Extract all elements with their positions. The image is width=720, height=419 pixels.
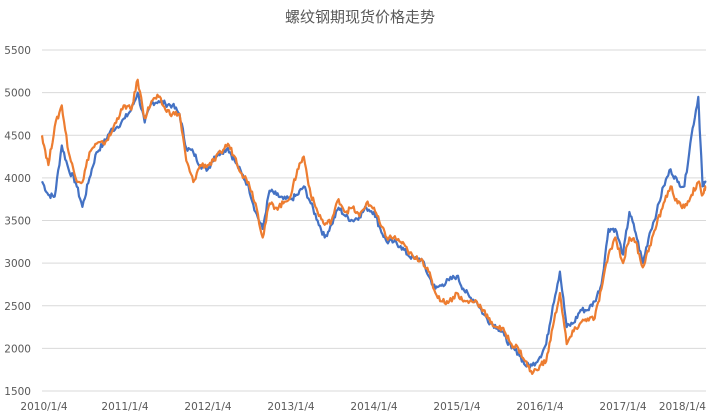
y-tick-label: 2500 bbox=[4, 301, 31, 313]
y-tick-label: 1500 bbox=[4, 386, 31, 398]
series-group bbox=[40, 78, 707, 375]
y-tick-label: 3000 bbox=[4, 258, 31, 270]
y-tick-label: 3500 bbox=[4, 216, 31, 228]
series-line-1 bbox=[41, 91, 707, 369]
y-tick-label: 4000 bbox=[4, 173, 31, 185]
y-axis: 1500 2000 2500 3000 3500 4000 4500 5000 5500 bbox=[4, 45, 31, 398]
x-tick-label: 2013/1/4 bbox=[267, 401, 314, 413]
x-tick-label: 2011/1/4 bbox=[101, 401, 148, 413]
y-tick-label: 5500 bbox=[4, 45, 31, 57]
series-line-2 bbox=[40, 78, 707, 375]
y-tick-label: 4500 bbox=[4, 130, 31, 142]
chart-title: 螺纹钢期现货价格走势 bbox=[284, 8, 435, 26]
x-tick-label: 2018/1/4 bbox=[659, 401, 706, 413]
x-tick-label: 2015/1/4 bbox=[433, 401, 480, 413]
x-tick-label: 2012/1/4 bbox=[184, 401, 231, 413]
x-tick-label: 2017/1/4 bbox=[599, 401, 646, 413]
y-tick-label: 5000 bbox=[4, 88, 31, 100]
x-tick-label: 2014/1/4 bbox=[350, 401, 397, 413]
x-tick-label: 2010/1/4 bbox=[20, 401, 67, 413]
x-tick-label: 2016/1/4 bbox=[516, 401, 563, 413]
x-axis: 2010/1/4 2011/1/4 2012/1/4 2013/1/4 2014/1/4… bbox=[20, 401, 706, 413]
gridlines bbox=[42, 49, 706, 392]
y-tick-label: 2000 bbox=[4, 343, 31, 355]
